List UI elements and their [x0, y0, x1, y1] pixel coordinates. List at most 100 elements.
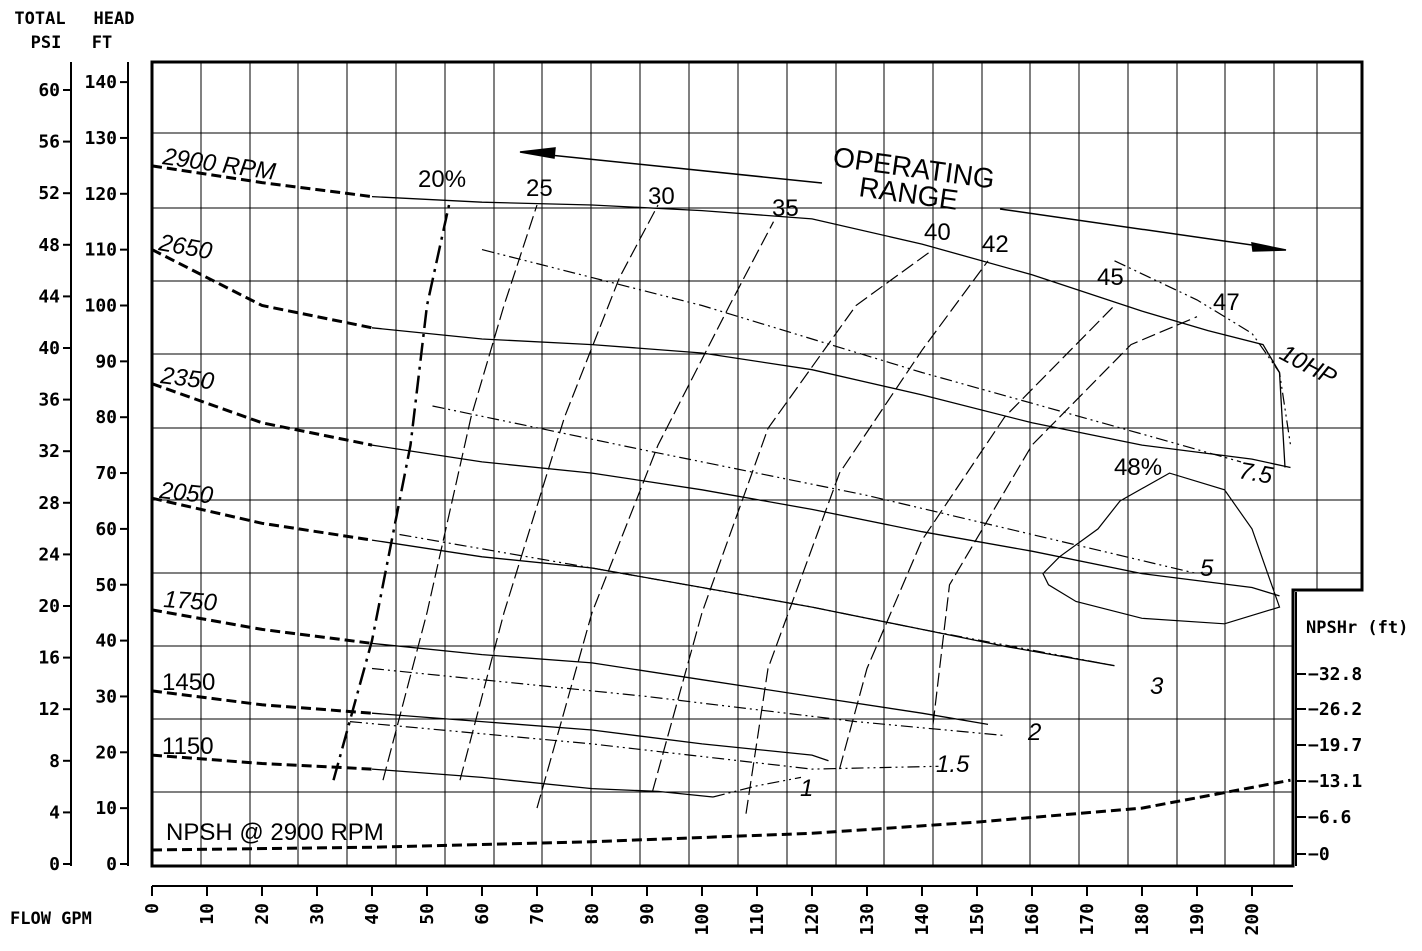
npsh-curve [151, 778, 1291, 852]
flow-tick-label: 200 [1242, 903, 1263, 936]
speed-curve-1450 [371, 712, 829, 762]
flow-tick-label: 120 [802, 903, 823, 936]
operating-range-arrows [519, 147, 1287, 252]
speed-curve-1150 [371, 768, 714, 798]
head-axis-title-1: HEAD [94, 9, 135, 29]
efficiency-line-45 [838, 305, 1115, 770]
npshr-tick-label: −0 [1308, 844, 1330, 865]
flow-tick-label: 130 [857, 903, 878, 936]
psi-axis-title-1: TOTAL [14, 9, 65, 29]
psi-tick-label: 40 [38, 338, 60, 359]
efficiency-line-30 [459, 204, 659, 781]
speed-curve-1750 [371, 642, 989, 726]
label-hp-1-5: 1.5 [936, 751, 970, 778]
label-1150: 1150 [162, 733, 214, 760]
psi-tick-label: 12 [38, 699, 60, 720]
hp-line-2 [371, 667, 1005, 737]
hp-line-7-5 [481, 249, 1242, 463]
speed-curve-2900-rpm-dashed [151, 164, 373, 199]
flow-tick-label: 30 [307, 903, 328, 925]
head-tick-label: 0 [106, 854, 117, 875]
head-tick-label: 130 [84, 128, 117, 149]
label-hp-2: 2 [1027, 719, 1041, 746]
flow-tick-label: 40 [362, 903, 383, 925]
flow-tick-label: 70 [527, 903, 548, 925]
label-hp-10: 10HP [1275, 339, 1341, 391]
label-hp-7-5: 7.5 [1237, 457, 1275, 489]
speed-curve-2050 [371, 539, 1115, 667]
head-tick-label: 90 [95, 351, 117, 372]
label-1450: 1450 [162, 669, 215, 696]
label-eff-20: 20% [418, 166, 466, 193]
label-hp-3: 3 [1150, 673, 1164, 700]
psi-tick-label: 48 [38, 235, 60, 256]
psi-tick-label: 56 [38, 132, 60, 153]
flow-tick-label: 50 [417, 903, 438, 925]
head-tick-label: 30 [95, 686, 117, 707]
speed-curve-1450-dashed [151, 689, 373, 715]
label-2650: 2650 [156, 229, 215, 265]
label-1750: 1750 [163, 586, 219, 617]
flow-tick-label: 110 [747, 903, 768, 936]
flow-tick-label: 180 [1132, 903, 1153, 936]
head-tick-label: 80 [95, 407, 117, 428]
head-tick-label: 70 [95, 463, 117, 484]
psi-tick-label: 16 [38, 648, 60, 669]
flow-tick-label: 10 [197, 903, 218, 925]
speed-curve-2650-dashed [151, 248, 373, 330]
flow-tick-label: 60 [472, 903, 493, 925]
hp-line-3 [399, 533, 1115, 667]
npshr-axis-title: NPSHr (ft) [1306, 618, 1408, 638]
psi-tick-label: 0 [49, 854, 60, 875]
label-2350: 2350 [158, 362, 216, 396]
flow-tick-label: 20 [252, 903, 273, 925]
head-tick-label: 10 [95, 798, 117, 819]
label-2050: 2050 [157, 477, 215, 510]
psi-tick-label: 28 [38, 493, 60, 514]
flow-tick-label: 190 [1187, 903, 1208, 936]
flow-tick-label: 80 [582, 903, 603, 925]
hp-line-5 [432, 405, 1198, 575]
chart-frame [150, 60, 1364, 868]
psi-tick-label: 32 [38, 441, 60, 462]
label-npsh: NPSH @ 2900 RPM [166, 819, 384, 846]
speed-curve-2350 [371, 444, 1280, 597]
chart-grid [152, 62, 1362, 866]
hp-line-1-5 [349, 721, 939, 770]
curves [151, 164, 1292, 852]
speed-curve-2900-rpm [371, 195, 1286, 468]
flow-tick-label: 170 [1077, 903, 1098, 936]
flow-tick-label: 150 [967, 903, 988, 936]
label-eff-47: 47 [1213, 289, 1240, 316]
psi-tick-label: 20 [38, 596, 60, 617]
speed-curve-2650 [371, 327, 1291, 469]
head-tick-label: 100 [84, 296, 117, 317]
head-tick-label: 20 [95, 742, 117, 763]
hp-line-10hp [1114, 260, 1292, 446]
efficiency-line-35 [536, 221, 775, 809]
efficiency-island-48 [1042, 472, 1281, 625]
npshr-tick-label: −26.2 [1308, 699, 1362, 720]
head-tick-label: 40 [95, 631, 117, 652]
psi-tick-label: 36 [38, 390, 60, 411]
efficiency-line-47 [932, 316, 1198, 725]
psi-tick-label: 44 [38, 286, 60, 307]
psi-tick-label: 60 [38, 80, 60, 101]
label-eff-25: 25 [526, 175, 553, 202]
arrow-left-head [519, 147, 556, 159]
label-eff-35: 35 [772, 195, 799, 222]
label-2900-rpm: 2900 RPM [160, 143, 277, 186]
head-tick-label: 50 [95, 575, 117, 596]
head-tick-label: 110 [84, 240, 117, 261]
npshr-tick-label: −32.8 [1308, 664, 1362, 685]
arrow-right-head [1251, 242, 1287, 252]
speed-curve-2350-dashed [151, 382, 373, 447]
psi-tick-label: 52 [38, 183, 60, 204]
label-eff-48: 48% [1114, 454, 1162, 481]
head-tick-label: 60 [95, 519, 117, 540]
flow-tick-label: 140 [912, 903, 933, 936]
label-eff-30: 30 [648, 183, 675, 210]
psi-tick-label: 8 [49, 751, 60, 772]
label-hp-5: 5 [1200, 555, 1214, 582]
npshr-tick-label: −19.7 [1308, 735, 1362, 756]
